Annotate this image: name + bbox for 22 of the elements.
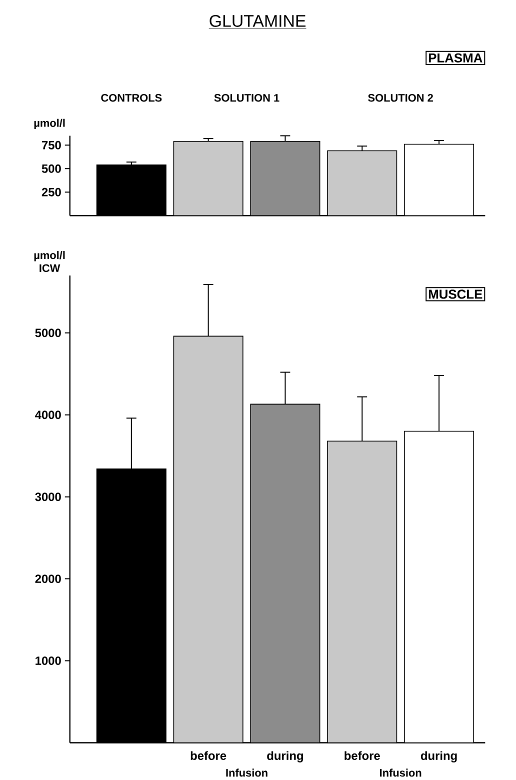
x-tick-label: during — [420, 751, 457, 762]
x-tick-label: before — [190, 751, 226, 760]
x-tick-label: during — [267, 751, 303, 762]
y-tick-label: 5000 — [35, 328, 61, 338]
y-axis-title: µmol/l — [34, 118, 65, 130]
text: CONTROLS — [101, 94, 162, 102]
text: PLASMA — [428, 53, 482, 62]
y-tick-label: 250 — [42, 188, 61, 196]
y-tick-label: 3000 — [35, 492, 61, 502]
y-tick-label: 750 — [42, 140, 61, 150]
text: SOLUTION 1 — [214, 94, 280, 102]
y-tick-label: 1000 — [36, 656, 61, 665]
text: SOLUTION 2 — [368, 94, 433, 102]
y-tick-label: 4000 — [34, 410, 61, 420]
annotation: MUSCLE — [428, 290, 482, 299]
text: Infusion — [226, 768, 268, 777]
text: Infusion — [380, 768, 422, 777]
x-tick-label: before — [344, 751, 380, 760]
y-axis-title: µmol/l ICW — [34, 251, 65, 272]
y-tick-label: 500 — [42, 164, 61, 173]
chart-title: GLUTAMINE — [210, 14, 306, 27]
y-tick-label: 2000 — [35, 574, 61, 584]
